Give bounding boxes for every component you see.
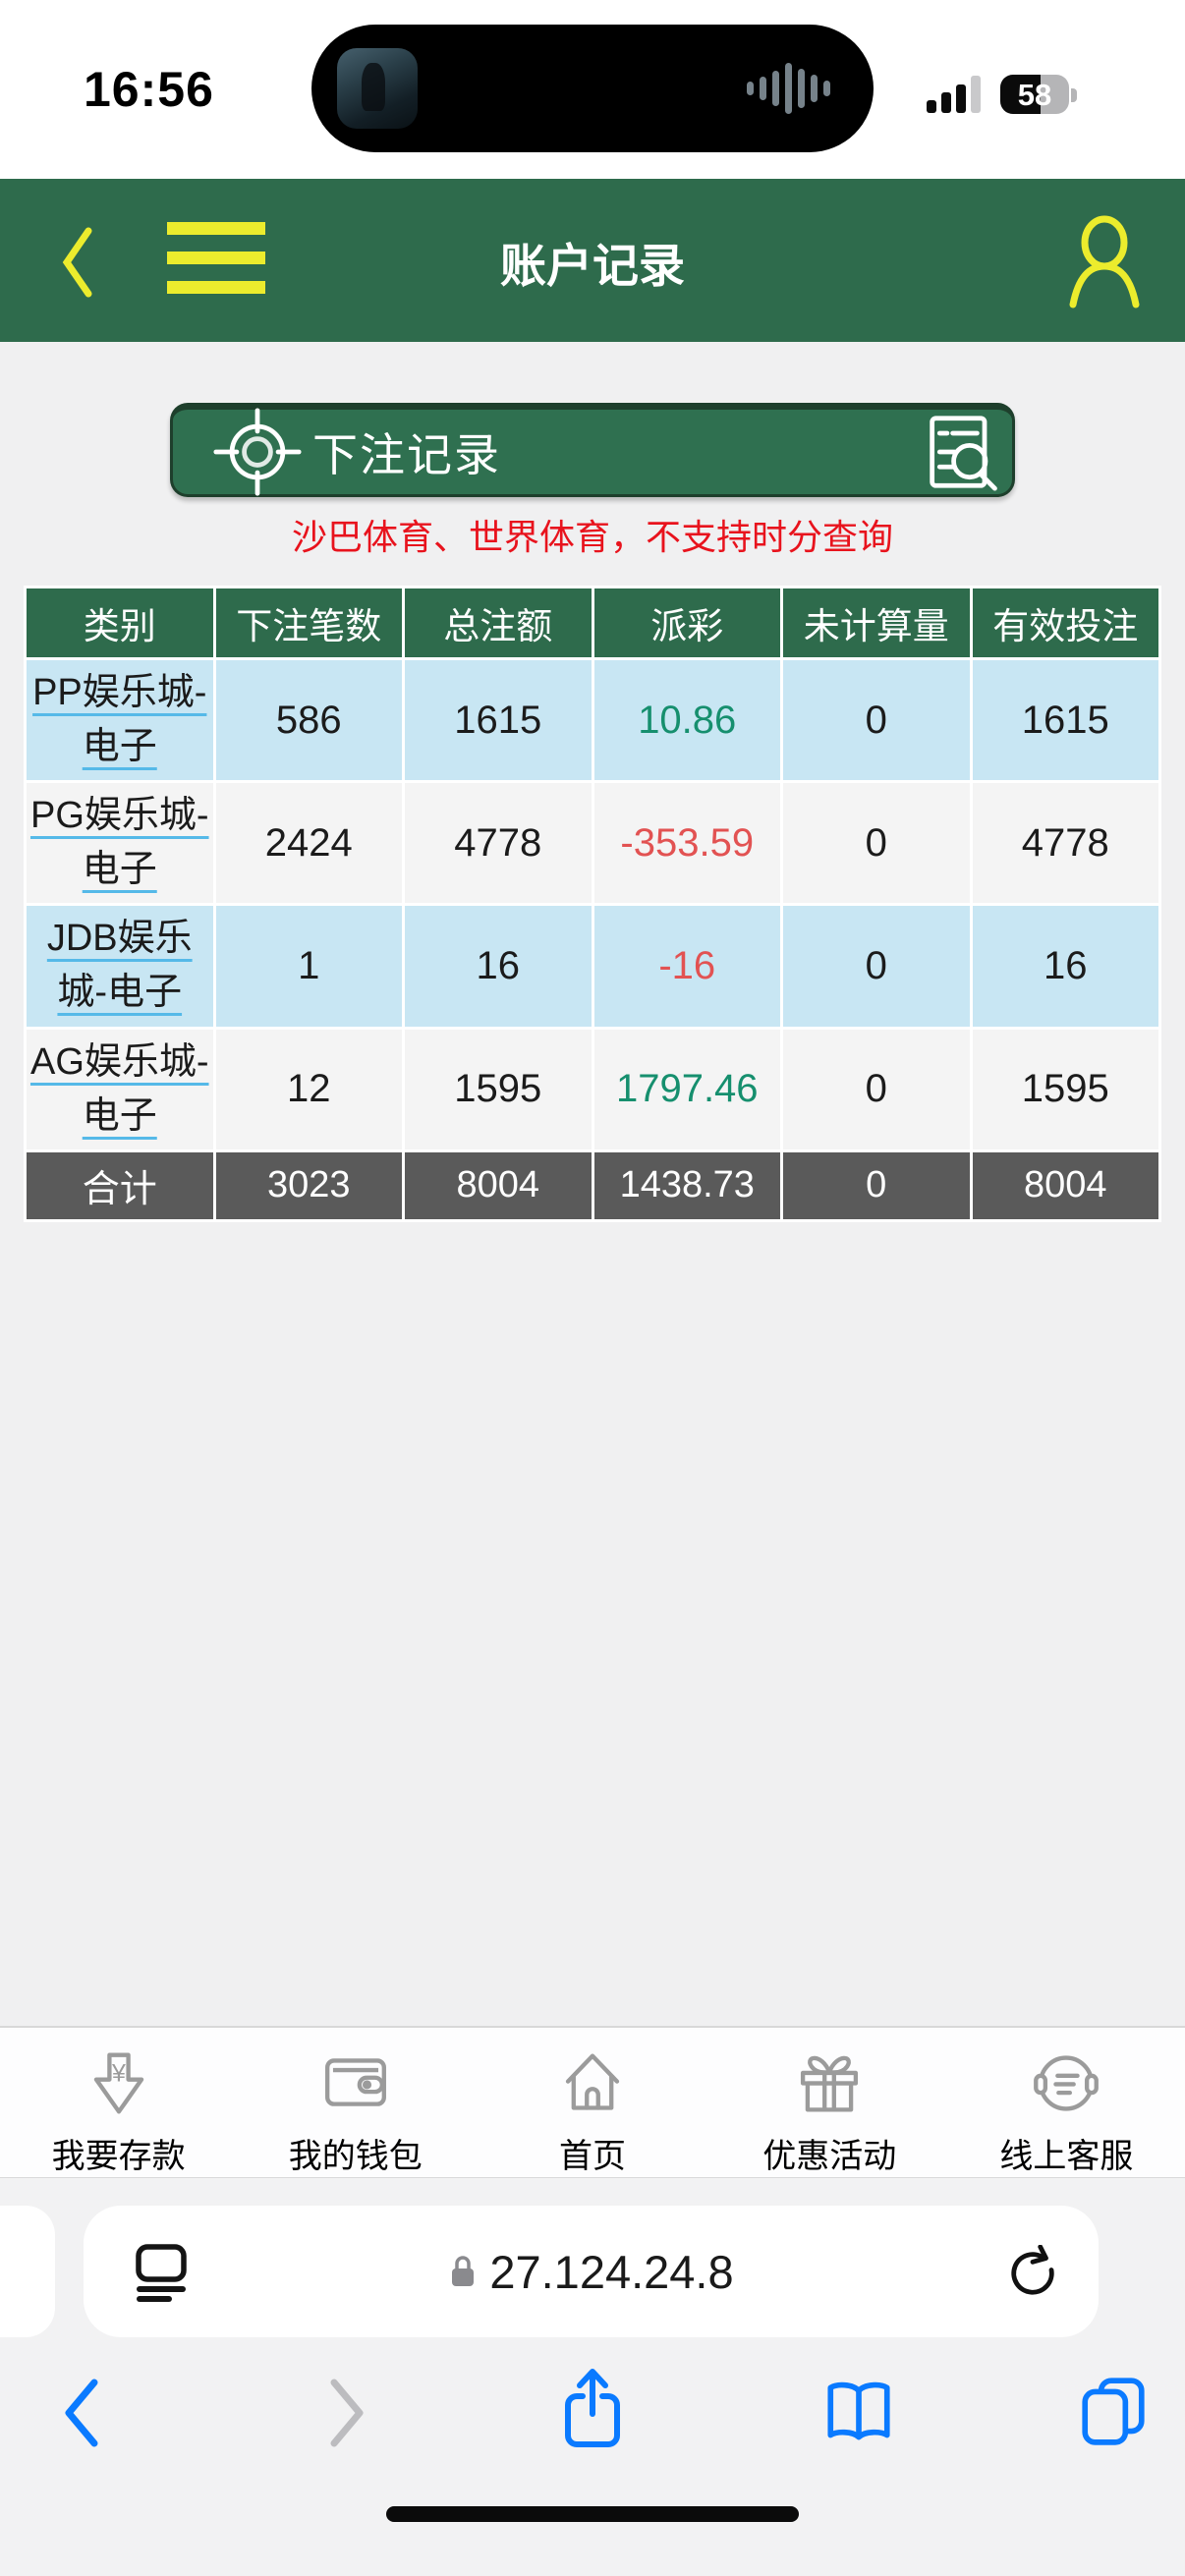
gift-icon [801, 2055, 859, 2112]
page-title: 账户记录 [500, 240, 685, 292]
col-payout: 派彩 [591, 586, 783, 660]
table-total-row: 合计 3023 8004 1438.73 0 8004 [24, 1148, 1161, 1222]
battery-nub [1071, 88, 1077, 102]
browser-forward-button[interactable] [324, 2375, 369, 2456]
clock: 16:56 [84, 62, 214, 117]
reader-button[interactable] [135, 2243, 188, 2307]
browser-back-button[interactable] [59, 2375, 104, 2456]
dynamic-island[interactable] [311, 25, 874, 152]
user-profile-button[interactable] [1063, 214, 1146, 308]
customer-service-icon [1034, 2055, 1100, 2111]
table-row: JDB娱乐城-电子 1 16 -16 0 16 [24, 903, 1161, 1030]
tabs-button[interactable] [1077, 2375, 1150, 2452]
nav-item-wallet[interactable]: 我的钱包 [237, 2028, 474, 2177]
nav-item-home[interactable]: 首页 [474, 2028, 710, 2177]
document-search-icon [930, 416, 997, 491]
col-uncalculated: 未计算量 [780, 586, 973, 660]
adjacent-tab-stub[interactable] [0, 2206, 55, 2337]
banner-label: 下注记录 [312, 429, 501, 480]
nav-item-deposit[interactable]: ¥ 我要存款 [0, 2028, 237, 2177]
site-bottom-nav: ¥ 我要存款 我的钱包 首页 [0, 2026, 1185, 2177]
bet-record-banner[interactable]: 下注记录 [170, 403, 1015, 497]
svg-text:¥: ¥ [111, 2060, 126, 2088]
battery-icon: 58 [1000, 75, 1069, 114]
crosshair-icon [212, 408, 303, 496]
hamburger-menu-button[interactable] [167, 222, 265, 297]
col-valid: 有效投注 [969, 586, 1161, 660]
share-button[interactable] [557, 2367, 628, 2458]
status-bar: 16:56 58 [0, 0, 1185, 179]
safari-chrome: 27.124.24.8 [0, 2177, 1185, 2576]
category-link[interactable]: PG娱乐城-电子 [29, 795, 209, 891]
wallet-icon [324, 2058, 386, 2106]
address-bar[interactable]: 27.124.24.8 [84, 2206, 1099, 2337]
cellular-signal-icon [927, 76, 988, 113]
bookmarks-icon [827, 2381, 890, 2440]
app-header: 账户记录 [0, 179, 1185, 342]
home-icon [565, 2053, 620, 2110]
reader-icon [136, 2244, 187, 2302]
audio-waveform-icon [747, 63, 830, 114]
tabs-icon [1082, 2378, 1145, 2445]
payout-value: 10.86 [638, 698, 737, 742]
lock-icon [452, 2256, 475, 2286]
col-category: 类别 [24, 586, 216, 660]
deposit-icon: ¥ [93, 2052, 143, 2114]
back-button[interactable] [57, 223, 96, 302]
payout-value: -16 [658, 943, 716, 987]
reload-icon [1011, 2244, 1054, 2295]
category-link[interactable]: PP娱乐城-电子 [32, 672, 207, 768]
forward-icon [330, 2379, 364, 2447]
back-chevron-icon [62, 227, 92, 298]
now-playing-album-art [337, 48, 418, 129]
bet-records-table: 类别 下注笔数 总注额 派彩 未计算量 有效投注 PP娱乐城-电子 586 16… [24, 586, 1161, 1222]
table-row: PP娱乐城-电子 586 1615 10.86 0 1615 [24, 656, 1161, 784]
col-total: 总注额 [402, 586, 594, 660]
share-icon [565, 2369, 620, 2447]
category-link[interactable]: JDB娱乐城-电子 [46, 918, 193, 1014]
battery-percent: 58 [1017, 78, 1052, 112]
url-text[interactable]: 27.124.24.8 [489, 2245, 734, 2298]
nav-item-promotions[interactable]: 优惠活动 [711, 2028, 948, 2177]
user-icon [1069, 215, 1140, 308]
back-icon [65, 2379, 98, 2447]
reload-button[interactable] [1006, 2244, 1059, 2303]
col-bets: 下注笔数 [212, 586, 405, 660]
payout-value: -353.59 [620, 820, 755, 865]
bookmarks-button[interactable] [820, 2379, 897, 2452]
table-row: AG娱乐城-电子 12 1595 1797.46 0 1595 [24, 1026, 1161, 1152]
nav-item-customer-service[interactable]: 线上客服 [948, 2028, 1185, 2177]
table-row: PG娱乐城-电子 2424 4778 -353.59 0 4778 [24, 780, 1161, 907]
home-indicator[interactable] [386, 2506, 799, 2522]
sports-notice-text: 沙巴体育、世界体育，不支持时分查询 [291, 517, 893, 557]
record-search-button[interactable] [926, 410, 1004, 494]
table-header-row: 类别 下注笔数 总注额 派彩 未计算量 有效投注 [24, 586, 1161, 660]
payout-value: 1797.46 [615, 1067, 759, 1111]
category-link[interactable]: AG娱乐城-电子 [29, 1040, 209, 1137]
